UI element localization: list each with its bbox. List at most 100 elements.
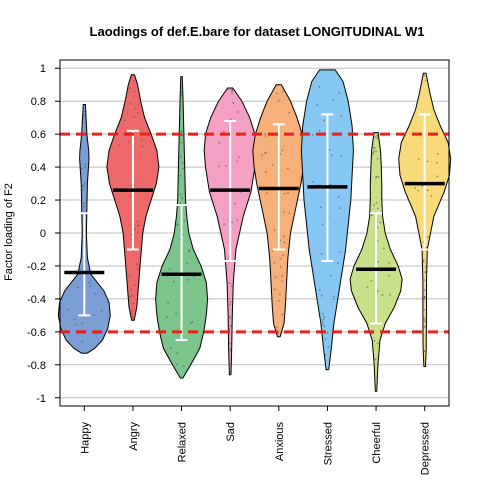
- data-point: [282, 254, 285, 257]
- data-point: [324, 353, 327, 356]
- data-point: [180, 130, 183, 132]
- data-point: [130, 312, 133, 315]
- data-point: [137, 220, 139, 223]
- data-point: [382, 247, 385, 250]
- data-point: [137, 224, 140, 227]
- data-point: [376, 137, 379, 140]
- data-point: [83, 205, 85, 208]
- data-point: [332, 98, 335, 101]
- data-point: [231, 92, 233, 95]
- data-point: [322, 323, 325, 326]
- data-point: [176, 223, 179, 226]
- data-point: [236, 111, 239, 113]
- x-tick-label-stressed: Stressed: [322, 422, 334, 465]
- data-point: [84, 166, 87, 169]
- data-point: [376, 375, 378, 378]
- data-point: [238, 156, 240, 159]
- data-point: [229, 300, 232, 303]
- data-point: [423, 74, 426, 77]
- y-axis-label: Factor loading of F2: [3, 183, 15, 281]
- y-tick-label: -0.4: [27, 294, 46, 306]
- data-point: [189, 322, 192, 324]
- data-point: [320, 253, 323, 256]
- data-point: [327, 345, 330, 348]
- data-point: [228, 282, 231, 285]
- data-point: [422, 317, 425, 320]
- data-point: [129, 102, 132, 105]
- data-point: [340, 115, 343, 117]
- data-point: [188, 250, 190, 253]
- data-point: [377, 260, 379, 263]
- data-point: [231, 285, 233, 288]
- data-point: [136, 231, 139, 234]
- data-point: [173, 280, 175, 283]
- data-point: [180, 155, 182, 158]
- data-point: [230, 324, 233, 327]
- data-point: [266, 192, 268, 195]
- data-point: [388, 274, 391, 277]
- data-point: [225, 165, 227, 167]
- y-tick-label: -0.2: [27, 261, 46, 273]
- data-point: [73, 318, 76, 321]
- data-point: [229, 348, 231, 351]
- data-point: [175, 363, 178, 366]
- data-point: [129, 295, 132, 298]
- data-point: [318, 85, 321, 88]
- data-point: [279, 293, 281, 296]
- data-point: [231, 88, 233, 91]
- data-point: [274, 275, 277, 278]
- data-point: [236, 219, 239, 221]
- data-point: [320, 294, 323, 297]
- data-point: [180, 94, 183, 97]
- data-point: [337, 195, 340, 198]
- data-point: [264, 152, 266, 155]
- data-point: [275, 92, 278, 95]
- data-point: [281, 274, 284, 277]
- data-point: [424, 265, 427, 268]
- data-point: [435, 161, 438, 164]
- data-point: [182, 365, 185, 367]
- data-point: [228, 342, 231, 345]
- x-axis: Happy Angry Relaxed Sad Anxious Stressed Cheer…: [79, 406, 432, 475]
- x-tick-label-cheerful: Cheerful: [371, 422, 383, 464]
- data-point: [316, 104, 319, 107]
- violin-cheerful: [349, 132, 403, 392]
- data-point: [218, 142, 221, 144]
- y-tick-label: 0.4: [31, 162, 46, 174]
- data-point: [136, 268, 139, 270]
- data-point: [388, 261, 390, 264]
- data-point: [128, 275, 131, 278]
- data-point: [370, 279, 373, 282]
- data-point: [311, 133, 314, 136]
- data-point: [323, 325, 326, 328]
- data-point: [337, 262, 339, 265]
- data-point: [423, 320, 426, 323]
- data-point: [372, 146, 375, 149]
- data-point: [322, 318, 325, 321]
- data-point: [228, 327, 230, 330]
- violin-angry: [106, 74, 160, 321]
- data-point: [181, 197, 184, 200]
- data-point: [273, 261, 276, 264]
- y-tick-label: 0: [40, 228, 46, 240]
- data-point: [423, 289, 426, 291]
- data-point: [231, 221, 233, 224]
- data-point: [74, 323, 77, 326]
- data-point: [180, 76, 182, 78]
- data-point: [229, 303, 231, 306]
- data-point: [332, 295, 335, 298]
- data-point: [333, 297, 335, 300]
- chart-title: Laodings of def.E.bare for dataset LONGI…: [90, 24, 425, 39]
- data-point: [436, 175, 439, 178]
- reference-lines: [60, 132, 449, 334]
- data-point: [166, 316, 169, 319]
- data-point: [134, 284, 137, 286]
- data-point: [373, 149, 375, 152]
- data-point: [236, 160, 239, 163]
- data-point: [328, 148, 331, 151]
- x-tick-label-angry: Angry: [128, 422, 140, 451]
- data-point: [187, 278, 190, 281]
- data-point: [319, 206, 322, 209]
- data-point: [134, 107, 137, 110]
